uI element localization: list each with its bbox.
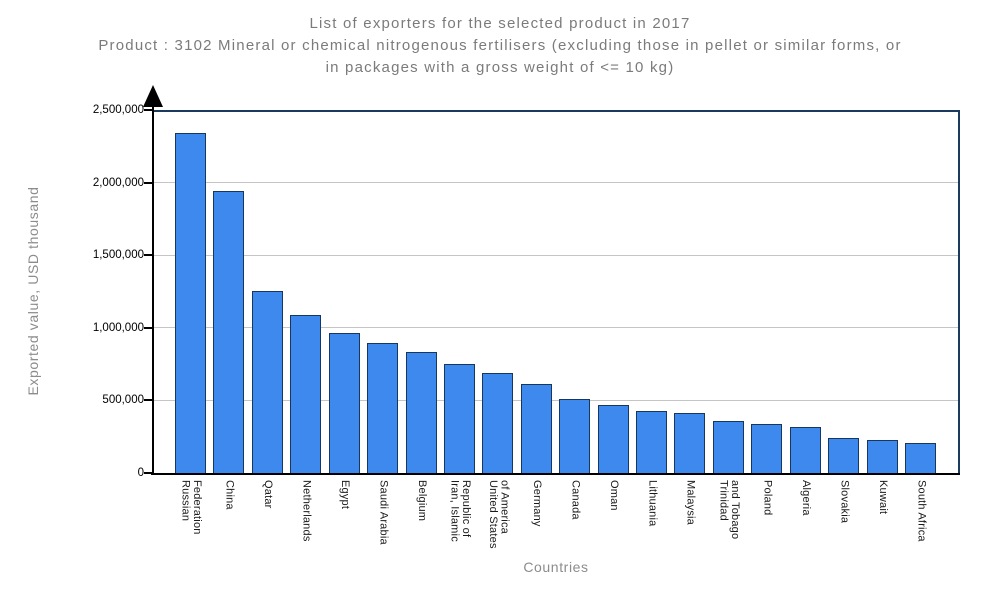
x-axis-title: Countries bbox=[523, 559, 589, 575]
country-label: Egypt bbox=[338, 480, 351, 510]
bar bbox=[559, 398, 591, 473]
chart-title: List of exporters for the selected produ… bbox=[309, 15, 691, 32]
country-label: Slovakia bbox=[838, 480, 851, 524]
y-axis-tick-label: 1,500,000 bbox=[92, 249, 144, 262]
y-axis-tick bbox=[144, 399, 152, 402]
bar bbox=[367, 343, 399, 473]
country-label: China bbox=[223, 480, 236, 510]
plot-area bbox=[152, 110, 960, 473]
country-label: United States of America bbox=[486, 480, 511, 549]
gridline bbox=[154, 399, 958, 401]
y-axis-tick bbox=[144, 181, 152, 184]
y-axis-arrow-icon bbox=[143, 85, 163, 107]
bar bbox=[213, 191, 245, 473]
country-label: Iran, Islamic Republic of bbox=[448, 480, 472, 542]
bar bbox=[175, 133, 206, 473]
bar bbox=[674, 413, 706, 473]
bar bbox=[482, 372, 514, 473]
y-axis-tick-label: 0 bbox=[137, 467, 144, 479]
country-label: Russian Federation bbox=[179, 480, 204, 535]
country-label: Kuwait bbox=[876, 480, 889, 515]
x-axis-line bbox=[151, 473, 960, 475]
chart-subtitle-line1: Product : 3102 Mineral or chemical nitro… bbox=[98, 37, 902, 54]
country-label: Saudi Arabia bbox=[377, 480, 390, 545]
country-label: Germany bbox=[531, 480, 544, 527]
chart-subtitle: Product : 3102 Mineral or chemical nitro… bbox=[0, 35, 1000, 79]
gridline bbox=[154, 182, 958, 184]
bar bbox=[828, 438, 860, 473]
bar bbox=[520, 383, 552, 473]
country-label: Belgium bbox=[415, 480, 428, 522]
bar bbox=[290, 315, 322, 473]
bar bbox=[443, 364, 475, 473]
bar bbox=[905, 442, 936, 473]
y-axis-line bbox=[152, 95, 154, 475]
country-label: Lithuania bbox=[646, 480, 659, 527]
bar bbox=[866, 439, 898, 473]
y-axis-tick bbox=[144, 254, 152, 257]
country-label: Oman bbox=[607, 480, 620, 511]
country-label: Poland bbox=[761, 480, 774, 516]
y-axis-tick bbox=[144, 326, 152, 329]
bar bbox=[751, 423, 783, 473]
country-label: Trinidad and Tobago bbox=[717, 480, 741, 540]
country-label: Algeria bbox=[799, 480, 812, 516]
chart-subtitle-line2: in packages with a gross weight of <= 10… bbox=[325, 59, 675, 76]
bar bbox=[597, 405, 629, 473]
gridline bbox=[154, 254, 958, 256]
country-label: South Africa bbox=[915, 480, 928, 542]
y-axis-tick-label: 500,000 bbox=[102, 394, 144, 407]
country-label: Malaysia bbox=[684, 480, 697, 526]
y-axis-title: Exported value, USD thousand bbox=[25, 186, 41, 396]
bar bbox=[636, 411, 668, 473]
gridline bbox=[154, 327, 958, 329]
country-label: Netherlands bbox=[300, 480, 313, 542]
y-axis-tick-label: 1,000,000 bbox=[92, 321, 144, 334]
bar bbox=[251, 290, 283, 473]
country-label: Qatar bbox=[262, 480, 275, 509]
bar bbox=[328, 332, 360, 473]
y-axis-tick bbox=[144, 109, 152, 111]
bar bbox=[789, 427, 821, 473]
y-axis-tick-label: 2,000,000 bbox=[92, 176, 144, 189]
y-axis-tick-label: 2,500,000 bbox=[92, 104, 144, 116]
bar bbox=[712, 420, 744, 473]
bar bbox=[405, 351, 437, 473]
country-label: Canada bbox=[569, 480, 582, 520]
y-axis-tick bbox=[144, 472, 152, 474]
